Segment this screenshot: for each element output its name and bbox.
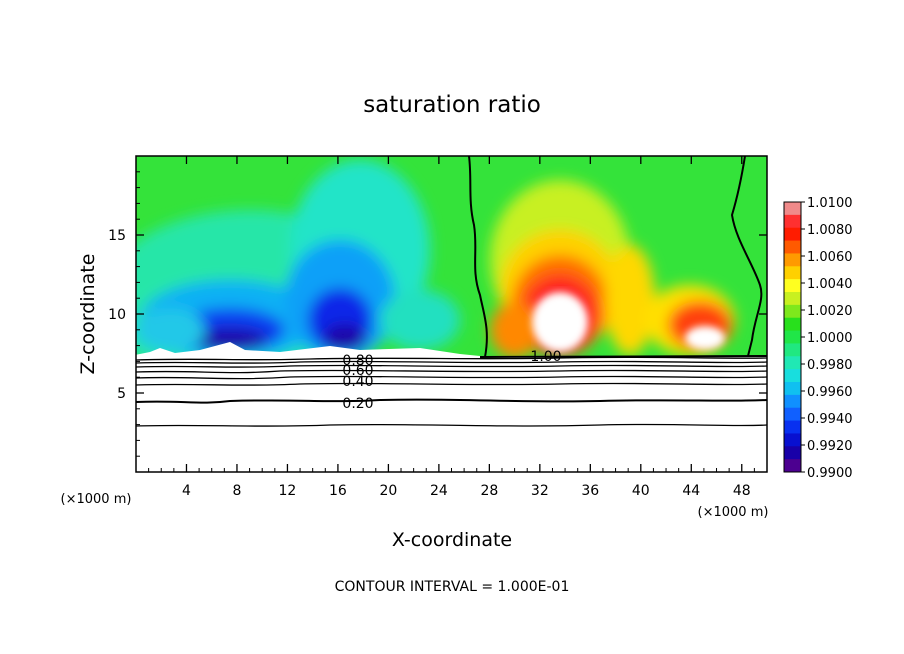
y-tick-label: 15 bbox=[108, 228, 126, 244]
contour-line bbox=[135, 375, 768, 380]
contour-label: 0.60 bbox=[342, 363, 373, 379]
colorbar-tick-label: 1.0080 bbox=[807, 223, 853, 238]
x-unit-label-right: (×1000 m) bbox=[698, 505, 769, 520]
x-tick-label: 40 bbox=[632, 483, 650, 499]
colorbar-swatch bbox=[784, 266, 801, 280]
colorbar-swatch bbox=[784, 433, 801, 447]
colorbar-swatch bbox=[784, 240, 801, 254]
colorbar-swatch bbox=[784, 253, 801, 267]
contour-1-00 bbox=[468, 155, 763, 358]
chart-title: saturation ratio bbox=[363, 92, 541, 118]
y-axis: 5 10 15 bbox=[108, 171, 767, 457]
colorbar-swatch bbox=[784, 446, 801, 460]
y-tick-label: 10 bbox=[108, 307, 126, 323]
colorbar-swatch bbox=[784, 202, 801, 216]
x-tick-label: 32 bbox=[531, 483, 549, 499]
contour-boundary-right bbox=[730, 155, 763, 357]
contour-label: 0.40 bbox=[342, 374, 373, 390]
field-blob bbox=[192, 328, 268, 352]
field-blob bbox=[136, 308, 205, 352]
contour-labels: 0.20 0.40 0.60 0.80 1.00 bbox=[342, 349, 561, 412]
colorbar-tick-label: 1.0060 bbox=[807, 250, 853, 265]
contour-line bbox=[135, 382, 768, 386]
contour-line bbox=[135, 369, 768, 374]
colorbar-swatch bbox=[784, 356, 801, 370]
field-bottom-mask bbox=[136, 342, 480, 356]
colorbar-swatch bbox=[784, 382, 801, 396]
x-tick-label: 20 bbox=[379, 483, 397, 499]
colorbar-tick-label: 0.9960 bbox=[807, 385, 853, 400]
colorbar-swatch bbox=[784, 420, 801, 434]
contour-line bbox=[135, 364, 768, 368]
x-tick-label: 16 bbox=[329, 483, 347, 499]
y-tick-label: 5 bbox=[117, 386, 126, 402]
x-tick-label: 24 bbox=[430, 483, 448, 499]
colorbar: 1.0100 1.0080 1.0060 1.0040 1.0020 1.0000 0.99… bbox=[783, 196, 853, 481]
colorbar-tick-label: 1.0100 bbox=[807, 196, 853, 211]
field-blob bbox=[685, 326, 725, 350]
contour-boundary-left bbox=[468, 155, 488, 358]
field-blob bbox=[532, 292, 588, 352]
x-tick-label: 48 bbox=[733, 483, 751, 499]
contour-label: 0.80 bbox=[342, 353, 373, 369]
colorbar-tick-label: 1.0000 bbox=[807, 331, 853, 346]
colorbar-tick-label: 1.0040 bbox=[807, 277, 853, 292]
x-tick-label: 8 bbox=[232, 483, 241, 499]
x-unit-label-left: (×1000 m) bbox=[61, 492, 132, 507]
x-tick-label: 4 bbox=[182, 483, 191, 499]
contour-label: 1.00 bbox=[530, 349, 561, 365]
contour-label: 0.20 bbox=[342, 396, 373, 412]
colorbar-tick-label: 0.9980 bbox=[807, 358, 853, 373]
colorbar-swatch bbox=[784, 343, 801, 357]
x-tick-label: 12 bbox=[279, 483, 297, 499]
colorbar-tick-label: 0.9900 bbox=[807, 466, 853, 481]
x-tick-label: 44 bbox=[682, 483, 700, 499]
colorbar-tick-label: 0.9920 bbox=[807, 439, 853, 454]
y-axis-title: Z-coordinate bbox=[77, 254, 99, 375]
colorbar-swatch bbox=[784, 394, 801, 409]
x-tick-label: 28 bbox=[480, 483, 498, 499]
x-axis: 4 8 12 16 20 24 28 32 36 40 44 48 bbox=[148, 156, 755, 499]
saturation-field bbox=[136, 156, 767, 356]
colorbar-swatch bbox=[784, 279, 801, 293]
field-blob bbox=[605, 245, 655, 355]
colorbar-swatch bbox=[784, 292, 801, 306]
x-axis-title: X-coordinate bbox=[392, 529, 512, 551]
colorbar-swatch bbox=[784, 304, 801, 319]
contour-line bbox=[135, 423, 768, 427]
contour-line bbox=[479, 355, 768, 358]
colorbar-tick-label: 1.0020 bbox=[807, 304, 853, 319]
x-tick-label: 36 bbox=[581, 483, 599, 499]
colorbar-swatch bbox=[784, 330, 801, 344]
field-blob bbox=[323, 324, 367, 352]
colorbar-tick-label: 0.9940 bbox=[807, 412, 853, 427]
colorbar-swatch bbox=[784, 317, 801, 332]
colorbar-swatch bbox=[784, 227, 801, 242]
field-blob bbox=[380, 290, 460, 350]
contour-line bbox=[135, 360, 768, 364]
colorbar-swatch bbox=[784, 369, 801, 383]
field-blob bbox=[490, 302, 540, 356]
contour-lines bbox=[135, 355, 768, 427]
colorbar-swatch bbox=[784, 459, 801, 473]
contour-line bbox=[135, 398, 768, 404]
colorbar-swatch bbox=[784, 407, 801, 422]
contour-interval-note: CONTOUR INTERVAL = 1.000E-01 bbox=[335, 579, 570, 595]
colorbar-swatch bbox=[784, 214, 801, 229]
contour-line bbox=[135, 356, 768, 361]
